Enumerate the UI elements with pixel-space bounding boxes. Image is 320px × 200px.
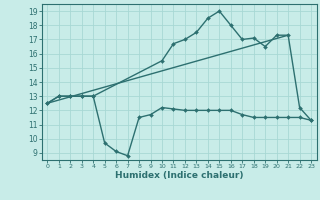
X-axis label: Humidex (Indice chaleur): Humidex (Indice chaleur): [115, 171, 244, 180]
